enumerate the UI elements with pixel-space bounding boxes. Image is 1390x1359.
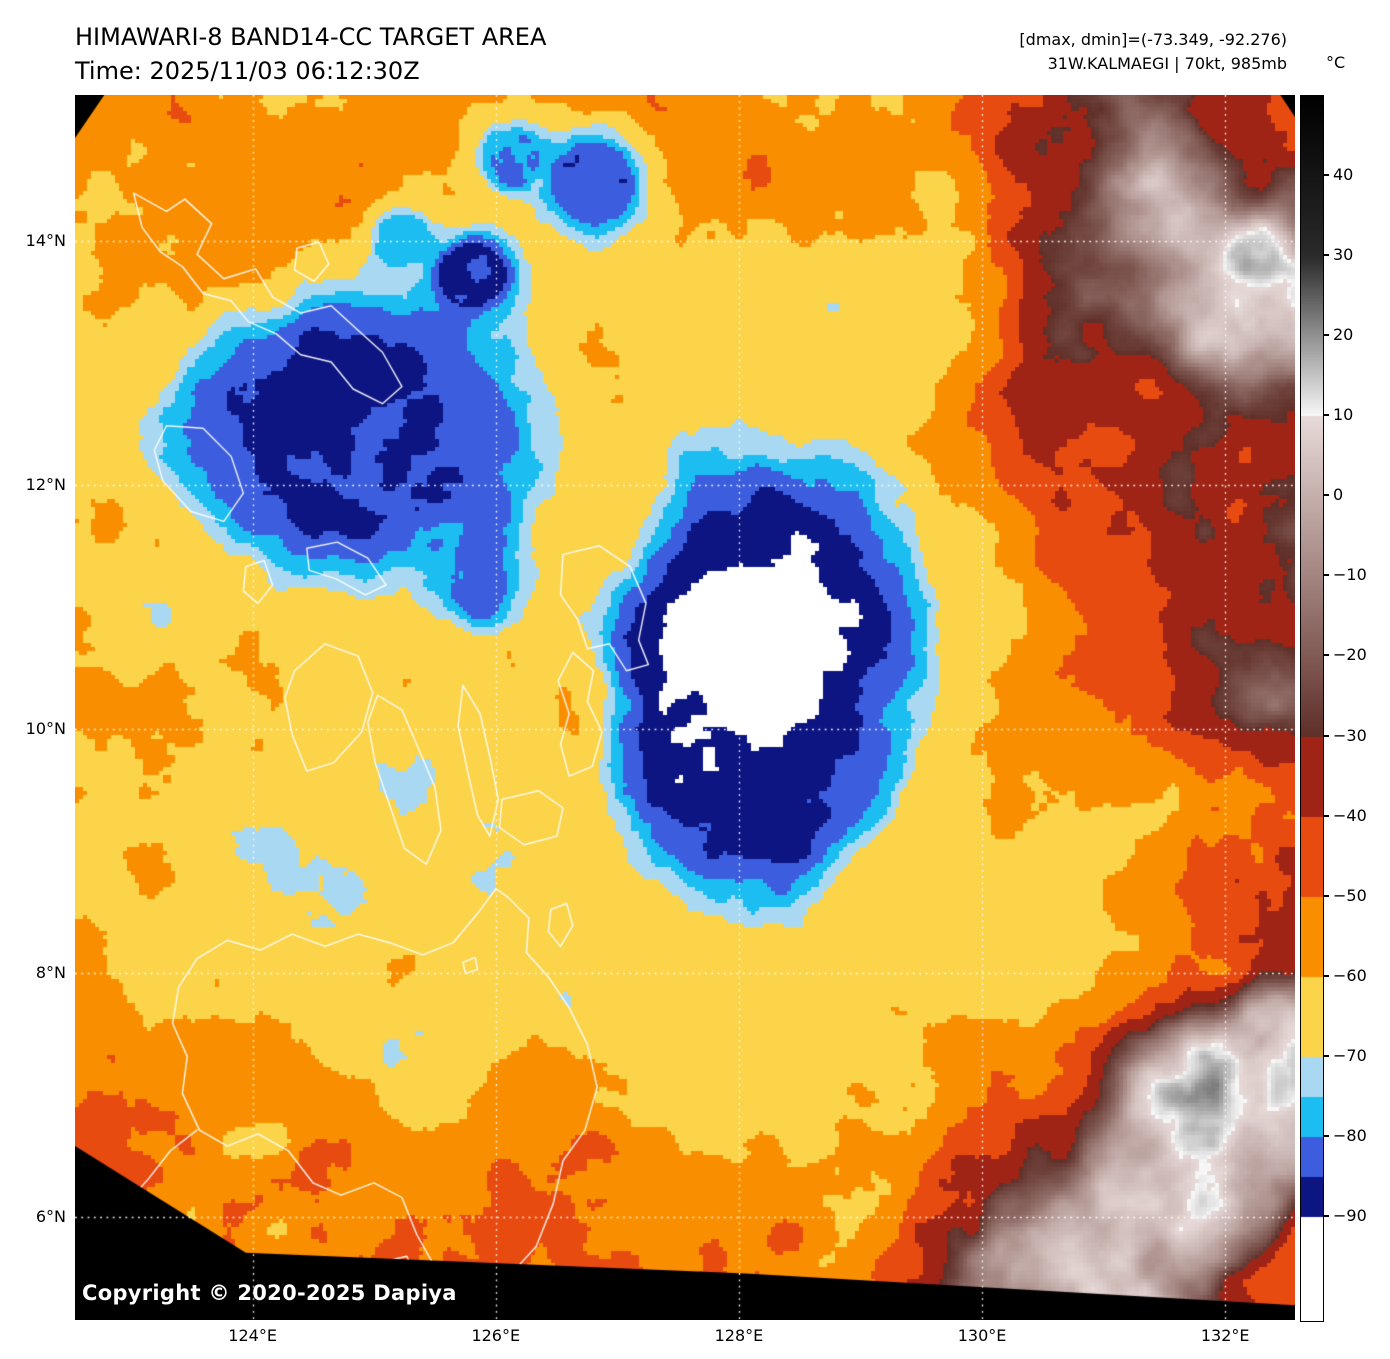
lat-tick-label: 14°N (25, 231, 66, 251)
colorbar-tick-label: −60 (1333, 965, 1367, 985)
colorbar-tick-label: −20 (1333, 645, 1367, 665)
colorbar-tick-label: 40 (1333, 165, 1354, 185)
colorbar-tick-mark (1324, 414, 1329, 417)
colorbar-unit-label: °C (1326, 53, 1346, 72)
figure-title: HIMAWARI-8 BAND14-CC TARGET AREA (75, 23, 547, 51)
colorbar-tick-mark (1324, 1214, 1329, 1217)
colorbar-gradient (1301, 96, 1323, 1321)
colorbar-tick-label: −90 (1333, 1205, 1367, 1225)
colorbar-tick-label: −70 (1333, 1045, 1367, 1065)
colorbar-tick-mark (1324, 574, 1329, 577)
storm-info: 31W.KALMAEGI | 70kt, 985mb (1047, 54, 1287, 73)
lon-tick-label: 130°E (957, 1326, 1007, 1345)
lat-tick-label: 6°N (35, 1207, 66, 1227)
colorbar-tick-mark (1324, 974, 1329, 977)
title-block: HIMAWARI-8 BAND14-CC TARGET AREA Time: 2… (75, 20, 546, 88)
colorbar-tick-mark (1324, 734, 1329, 737)
lat-tick-label: 8°N (35, 963, 66, 983)
colorbar-tick-mark (1324, 814, 1329, 817)
colorbar-tick-label: 20 (1333, 325, 1354, 345)
colorbar-tick-mark (1324, 1134, 1329, 1137)
colorbar-tick-mark (1324, 494, 1329, 497)
lon-tick-label: 128°E (714, 1326, 764, 1345)
colorbar-tick-mark (1324, 174, 1329, 177)
colorbar-tick-label: −40 (1333, 805, 1367, 825)
copyright-watermark: Copyright © 2020-2025 Dapiya (82, 1281, 457, 1305)
colorbar-tick-mark (1324, 334, 1329, 337)
colorbar-tick-label: 0 (1333, 485, 1344, 505)
figure-timestamp: Time: 2025/11/03 06:12:30Z (75, 57, 420, 85)
dmax-dmin-readout: [dmax, dmin]=(-73.349, -92.276) (1019, 30, 1287, 49)
colorbar-tick-label: 30 (1333, 245, 1354, 265)
satellite-ir-image (75, 95, 1295, 1320)
lon-tick-label: 132°E (1200, 1326, 1250, 1345)
colorbar-tick-mark (1324, 1054, 1329, 1057)
map-plot-area: Copyright © 2020-2025 Dapiya (75, 95, 1295, 1320)
colorbar-tick-label: −50 (1333, 885, 1367, 905)
colorbar-tick-label: −80 (1333, 1125, 1367, 1145)
colorbar-tick-label: 10 (1333, 405, 1354, 425)
lat-tick-label: 10°N (25, 719, 66, 739)
info-block: [dmax, dmin]=(-73.349, -92.276) 31W.KALM… (1019, 28, 1287, 76)
colorbar (1300, 95, 1324, 1322)
lon-tick-label: 126°E (471, 1326, 521, 1345)
lon-tick-label: 124°E (228, 1326, 277, 1345)
colorbar-tick-label: −30 (1333, 725, 1367, 745)
colorbar-tick-label: −10 (1333, 565, 1367, 585)
colorbar-tick-mark (1324, 894, 1329, 897)
lat-tick-label: 12°N (25, 475, 66, 495)
colorbar-tick-mark (1324, 654, 1329, 657)
colorbar-tick-mark (1324, 254, 1329, 257)
